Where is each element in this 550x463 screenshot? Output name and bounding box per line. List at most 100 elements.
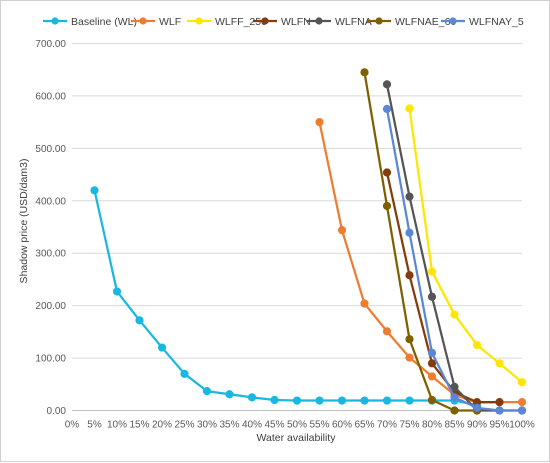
data-point — [405, 353, 414, 362]
data-point — [382, 104, 392, 114]
series-wlf — [315, 118, 527, 407]
data-point — [247, 393, 257, 402]
gridlines — [72, 43, 522, 411]
data-point — [405, 271, 414, 280]
series-line — [93, 190, 478, 407]
series-line — [363, 72, 477, 412]
legend: Baseline (WL) WLF WLFF_250 WLFN WLFNA WLFNAE_… — [43, 16, 524, 28]
x-tick-label: 15% — [129, 420, 149, 431]
x-tick-label: 45% — [264, 420, 284, 431]
data-point — [225, 390, 234, 399]
data-point — [405, 104, 414, 113]
data-point — [270, 395, 279, 405]
data-point — [517, 398, 527, 407]
data-point — [180, 369, 189, 378]
legend-swatch-marker — [51, 17, 59, 25]
data-point — [360, 396, 369, 405]
legend-label: WLFNA — [335, 16, 372, 28]
data-point — [427, 359, 437, 368]
x-tick-label: 5% — [87, 420, 102, 431]
data-point — [360, 299, 369, 308]
x-tick-label: 65% — [354, 420, 374, 431]
data-point — [517, 406, 527, 415]
legend-swatch-marker — [449, 17, 457, 25]
data-point — [450, 310, 459, 319]
series-wlff-250 — [405, 104, 527, 387]
data-point — [382, 201, 392, 211]
y-tick-label: 0.00 — [47, 406, 67, 417]
data-point — [135, 316, 144, 325]
data-point — [495, 359, 504, 368]
data-point — [382, 396, 392, 405]
series-wlfnay-5 — [382, 104, 527, 415]
data-point — [405, 396, 414, 405]
y-tick-label: 700.00 — [35, 39, 66, 50]
y-tick-label: 500.00 — [35, 144, 66, 155]
x-tick-label: 60% — [332, 420, 352, 431]
x-tick-label: 85% — [444, 420, 464, 431]
data-point — [495, 406, 504, 415]
y-tick-label: 400.00 — [35, 196, 66, 207]
x-tick-label: 10% — [107, 420, 127, 431]
data-point — [450, 393, 459, 402]
legend-label: Baseline (WL) — [71, 16, 137, 28]
series-layer — [90, 68, 527, 415]
data-point — [90, 186, 99, 195]
x-tick-label: 55% — [309, 420, 329, 431]
data-point — [405, 335, 414, 344]
data-point — [157, 343, 167, 352]
legend-item: WLF — [131, 16, 181, 28]
x-tick-label: 30% — [197, 420, 217, 431]
legend-label: WLFNAE_60 — [395, 16, 456, 28]
data-point — [427, 395, 437, 405]
data-point — [450, 406, 459, 415]
y-tick-label: 300.00 — [35, 249, 66, 260]
legend-label: WLFF_250 — [215, 16, 267, 28]
y-axis-tick-labels: 0.00 100.00 200.00 300.00 400.00 500.00 600.00… — [35, 39, 66, 417]
legend-item: Baseline (WL) — [43, 16, 137, 28]
data-point — [382, 168, 392, 177]
data-point — [405, 192, 414, 201]
data-point — [472, 340, 482, 350]
y-tick-label: 200.00 — [35, 301, 66, 312]
data-point — [450, 382, 459, 392]
data-point — [382, 80, 392, 89]
legend-label: WLFNAY_5 — [469, 16, 524, 28]
data-point — [495, 398, 504, 407]
series-wlfna — [382, 80, 527, 415]
x-tick-label: 80% — [422, 420, 442, 431]
legend-label: WLF — [159, 16, 181, 28]
data-point — [405, 228, 414, 237]
legend-item: WLFNAE_60 — [367, 16, 456, 28]
data-point — [292, 396, 302, 405]
series-line — [318, 121, 522, 404]
legend-swatch-marker — [375, 17, 383, 25]
x-tick-label: 50% — [287, 420, 307, 431]
data-point — [202, 387, 212, 396]
legend-swatch-marker — [315, 17, 323, 25]
legend-swatch-marker — [261, 17, 269, 25]
data-point — [112, 287, 122, 296]
legend-label: WLFN — [281, 16, 311, 28]
legend-item: WLFF_250 — [187, 16, 267, 28]
data-point — [472, 403, 482, 412]
y-axis-title: Shadow price (USD/dam3) — [18, 159, 30, 284]
data-point — [315, 118, 324, 127]
data-point — [382, 327, 392, 336]
x-tick-label: 100% — [509, 420, 535, 431]
x-tick-label: 25% — [174, 420, 194, 431]
x-axis-tick-labels: 0% 5% 10% 15% 20% 25% 30% 35% 40% 45% 50% 55% 60% 65%… — [65, 420, 535, 431]
x-tick-label: 35% — [219, 420, 239, 431]
series-wlfnae-60 — [360, 68, 482, 415]
x-tick-label: 70% — [377, 420, 397, 431]
legend-item: WLFNAY_5 — [441, 16, 524, 28]
legend-item: WLFNA — [307, 16, 372, 28]
data-point — [337, 396, 347, 405]
legend-swatch-marker — [139, 17, 147, 25]
x-tick-label: 20% — [152, 420, 172, 431]
data-point — [337, 226, 347, 235]
x-tick-label: 90% — [467, 420, 487, 431]
data-point — [517, 378, 527, 387]
